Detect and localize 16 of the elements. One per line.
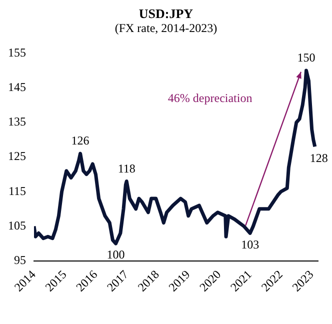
y-tick-label: 105 xyxy=(8,218,26,232)
annotation: 126 xyxy=(71,134,90,148)
chart-subtitle: (FX rate, 2014-2023) xyxy=(114,21,218,36)
y-tick-label: 135 xyxy=(8,114,26,129)
y-tick-label: 115 xyxy=(8,184,26,198)
y-tick-label: 155 xyxy=(8,45,26,60)
annotation: 100 xyxy=(106,248,125,262)
y-tick-label: 125 xyxy=(8,149,26,164)
annotation: 150 xyxy=(297,50,316,65)
annotation: 118 xyxy=(118,161,136,176)
annotation: 103 xyxy=(241,237,260,252)
annotation: 46% depreciation xyxy=(168,91,252,106)
y-tick-label: 95 xyxy=(14,253,26,268)
annotation: 128 xyxy=(310,150,328,165)
y-tick-label: 145 xyxy=(8,80,26,94)
chart-title: USD:JPY xyxy=(138,6,194,22)
